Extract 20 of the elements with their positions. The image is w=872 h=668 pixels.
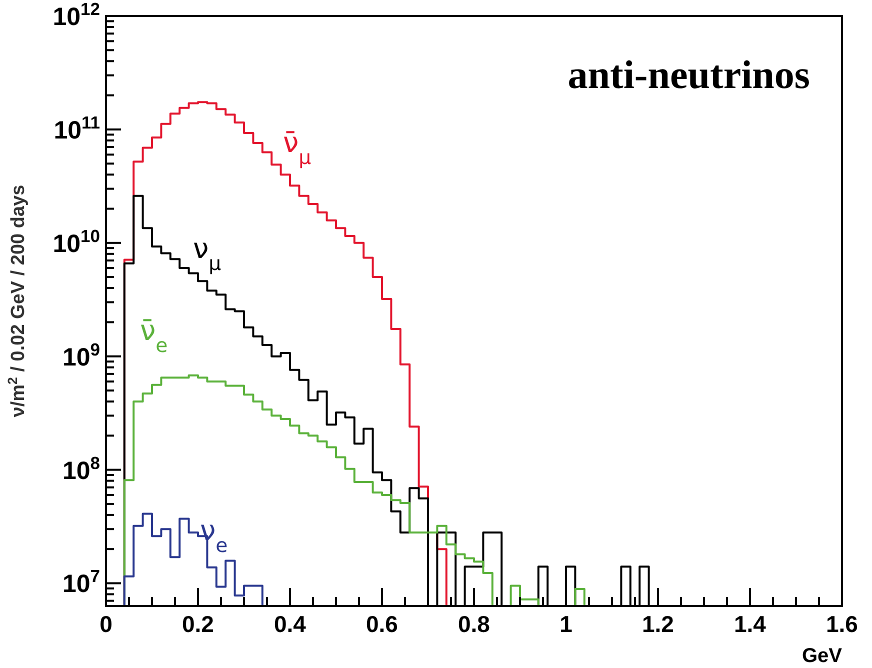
y-tick-label: 10$^{8}$ xyxy=(62,452,100,485)
x-tick-label: 0 xyxy=(100,611,112,637)
x-tick-label: 1.2 xyxy=(642,611,674,637)
x-tick-label: 0.2 xyxy=(182,611,214,637)
x-axis-title: GeV xyxy=(802,645,843,667)
x-tick-label: 1.6 xyxy=(826,611,858,637)
x-tick-label: 0.6 xyxy=(366,611,398,637)
series-label: ν$_{μ}$ xyxy=(193,232,222,274)
y-tick-label: 10$^{7}$ xyxy=(62,566,100,598)
x-tick-label: 1 xyxy=(560,611,573,637)
y-tick-label: 10$^{10}$ xyxy=(52,226,100,258)
x-tick-label: 0.8 xyxy=(458,611,490,637)
text: anti-neutrinos xyxy=(568,52,810,97)
x-tick-label: 0.4 xyxy=(274,611,306,637)
y-tick-label: 10$^{9}$ xyxy=(62,339,100,372)
series-label: ν̄$_{e}$ xyxy=(140,314,168,356)
y-tick-label: 10$^{12}$ xyxy=(52,0,100,31)
x-tick-label: 1.4 xyxy=(734,611,766,637)
series-label: ν̄$_{μ}$ xyxy=(283,126,312,168)
y-tick-label: 10$^{11}$ xyxy=(54,112,100,144)
